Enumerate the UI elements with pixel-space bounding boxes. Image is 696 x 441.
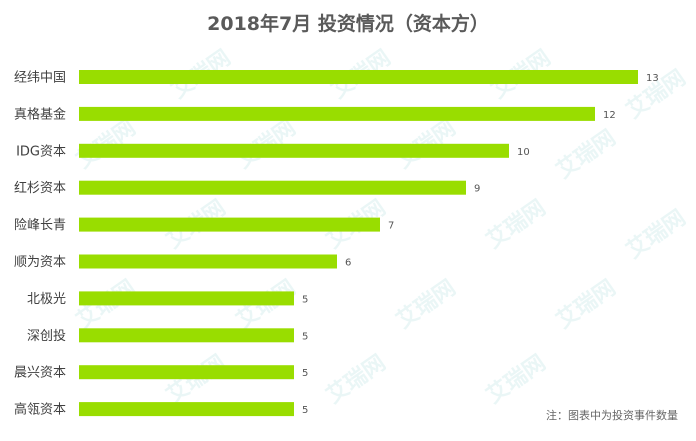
- watermark-text: 艾瑞网: [162, 351, 230, 409]
- category-label: 高瓴资本: [14, 402, 66, 418]
- chart-title: 2018年7月 投资情况（资本方）: [207, 12, 489, 35]
- watermark-text: 艾瑞网: [392, 276, 460, 334]
- watermark-text: 艾瑞网: [552, 276, 620, 334]
- category-label: 顺为资本: [14, 255, 66, 270]
- bar: [79, 328, 294, 343]
- category-label: 红杉资本: [14, 180, 66, 196]
- bars-group: 经纬中国 13 真格基金 12 IDG资本 10 红杉资本 9 险峰长青 7 顺为资本 6 北极光 5 深创…: [14, 70, 659, 418]
- bar: [79, 402, 294, 417]
- category-label: 晨兴资本: [14, 366, 66, 381]
- value-label: 7: [388, 221, 394, 232]
- bar: [79, 365, 294, 380]
- category-label: 深创投: [27, 328, 66, 344]
- watermark-text: 艾瑞网: [482, 196, 550, 254]
- value-label: 5: [302, 405, 308, 416]
- category-label: 真格基金: [14, 106, 66, 122]
- bar: [79, 143, 509, 158]
- value-label: 12: [603, 110, 616, 121]
- bar: [79, 254, 337, 269]
- bar: [79, 291, 294, 306]
- value-label: 10: [517, 147, 530, 158]
- watermark-text: 艾瑞网: [552, 126, 620, 184]
- category-label: 北极光: [27, 292, 66, 307]
- category-label: 经纬中国: [14, 71, 66, 86]
- bar: [79, 70, 638, 84]
- value-label: 5: [302, 294, 308, 305]
- bar: [79, 180, 466, 195]
- value-label: 9: [474, 184, 480, 195]
- watermark-text: 艾瑞网: [322, 351, 390, 409]
- watermark-text: 艾瑞网: [482, 351, 550, 409]
- value-label: 5: [302, 368, 308, 379]
- chart-note: 注：图表中为投资事件数量: [546, 408, 678, 422]
- bar: [79, 217, 380, 232]
- value-label: 13: [646, 73, 659, 84]
- value-label: 6: [345, 258, 351, 269]
- bar: [79, 106, 595, 121]
- category-label: 险峰长青: [14, 218, 66, 233]
- watermark-text: 艾瑞网: [622, 206, 690, 264]
- category-label: IDG资本: [16, 144, 66, 159]
- value-label: 5: [302, 331, 308, 342]
